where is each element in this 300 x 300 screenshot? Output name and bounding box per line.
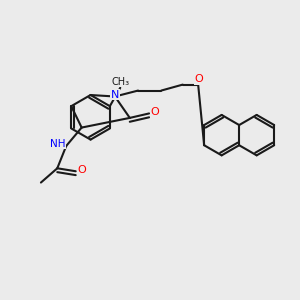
Text: CH₃: CH₃ — [112, 77, 130, 87]
Text: O: O — [78, 165, 87, 175]
Text: O: O — [150, 107, 159, 117]
Text: N: N — [111, 90, 119, 100]
Text: NH: NH — [50, 139, 66, 148]
Text: O: O — [194, 74, 203, 84]
